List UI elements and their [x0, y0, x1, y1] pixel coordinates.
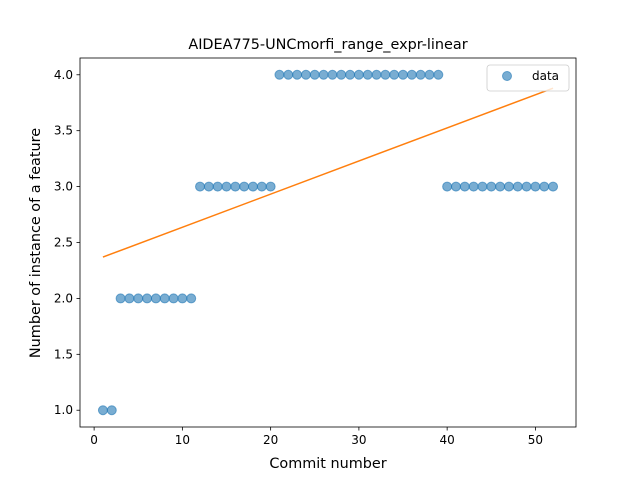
data-point: [115, 293, 126, 304]
x-tick-label: 20: [263, 433, 278, 447]
data-point: [106, 405, 117, 416]
x-tick-label: 30: [351, 433, 366, 447]
data-point: [142, 293, 153, 304]
data-point: [468, 181, 479, 192]
data-point: [221, 181, 232, 192]
data-point: [300, 69, 311, 80]
x-tick-label: 50: [528, 433, 543, 447]
data-point: [336, 69, 347, 80]
data-point: [97, 405, 108, 416]
data-point: [433, 69, 444, 80]
data-point: [124, 293, 135, 304]
legend-marker-data: [502, 71, 512, 81]
y-tick-label: 2.5: [54, 236, 73, 250]
data-point: [327, 69, 338, 80]
data-point: [212, 181, 223, 192]
data-point: [477, 181, 488, 192]
y-tick-label: 1.5: [54, 347, 73, 361]
data-point: [415, 69, 426, 80]
data-point: [247, 181, 258, 192]
data-point: [530, 181, 541, 192]
data-point: [239, 181, 250, 192]
data-point: [159, 293, 170, 304]
y-axis: 1.0 1.5 2.0 2.5 3.0 3.5 4.0: [54, 68, 80, 417]
data-point: [318, 69, 329, 80]
chart-title: AIDEA775-UNCmorfi_range_expr-linear: [188, 37, 467, 53]
data-point: [539, 181, 550, 192]
legend: data: [486, 64, 570, 92]
data-point: [265, 181, 276, 192]
fit-line: [102, 87, 554, 258]
plot-frame: [79, 57, 577, 428]
data-point: [442, 181, 453, 192]
data-point: [495, 181, 506, 192]
data-point: [168, 293, 179, 304]
x-tick-label: 40: [440, 433, 455, 447]
data-point: [406, 69, 417, 80]
x-tick-label: 0: [90, 433, 98, 447]
data-point: [512, 181, 523, 192]
y-tick-label: 4.0: [54, 68, 73, 82]
data-point: [309, 69, 320, 80]
y-tick-label: 1.0: [54, 403, 73, 417]
data-point: [486, 181, 497, 192]
data-point: [424, 69, 435, 80]
data-point: [292, 69, 303, 80]
plot-marks: [97, 69, 559, 416]
data-point: [195, 181, 206, 192]
data-point: [362, 69, 373, 80]
y-tick-label: 2.0: [54, 291, 73, 305]
data-point: [398, 69, 409, 80]
data-point: [345, 69, 356, 80]
y-tick-label: 3.0: [54, 180, 73, 194]
y-tick-label: 3.5: [54, 124, 73, 138]
data-point: [283, 69, 294, 80]
data-point: [274, 69, 285, 80]
data-point: [353, 69, 364, 80]
data-point: [256, 181, 267, 192]
data-point: [503, 181, 514, 192]
data-point: [177, 293, 188, 304]
data-point: [186, 293, 197, 304]
data-point: [371, 69, 382, 80]
y-axis-label: Number of instance of a feature: [28, 128, 44, 358]
data-point: [450, 181, 461, 192]
data-point: [389, 69, 400, 80]
x-axis-label: Commit number: [269, 456, 386, 472]
data-point: [203, 181, 214, 192]
data-point: [380, 69, 391, 80]
data-point: [150, 293, 161, 304]
x-axis: 0 10 20 30 40 50: [90, 427, 543, 447]
data-point: [230, 181, 241, 192]
data-point: [548, 181, 559, 192]
x-tick-label: 10: [175, 433, 190, 447]
data-point: [133, 293, 144, 304]
data-point: [521, 181, 532, 192]
legend-label-data: data: [532, 69, 559, 83]
data-point: [459, 181, 470, 192]
